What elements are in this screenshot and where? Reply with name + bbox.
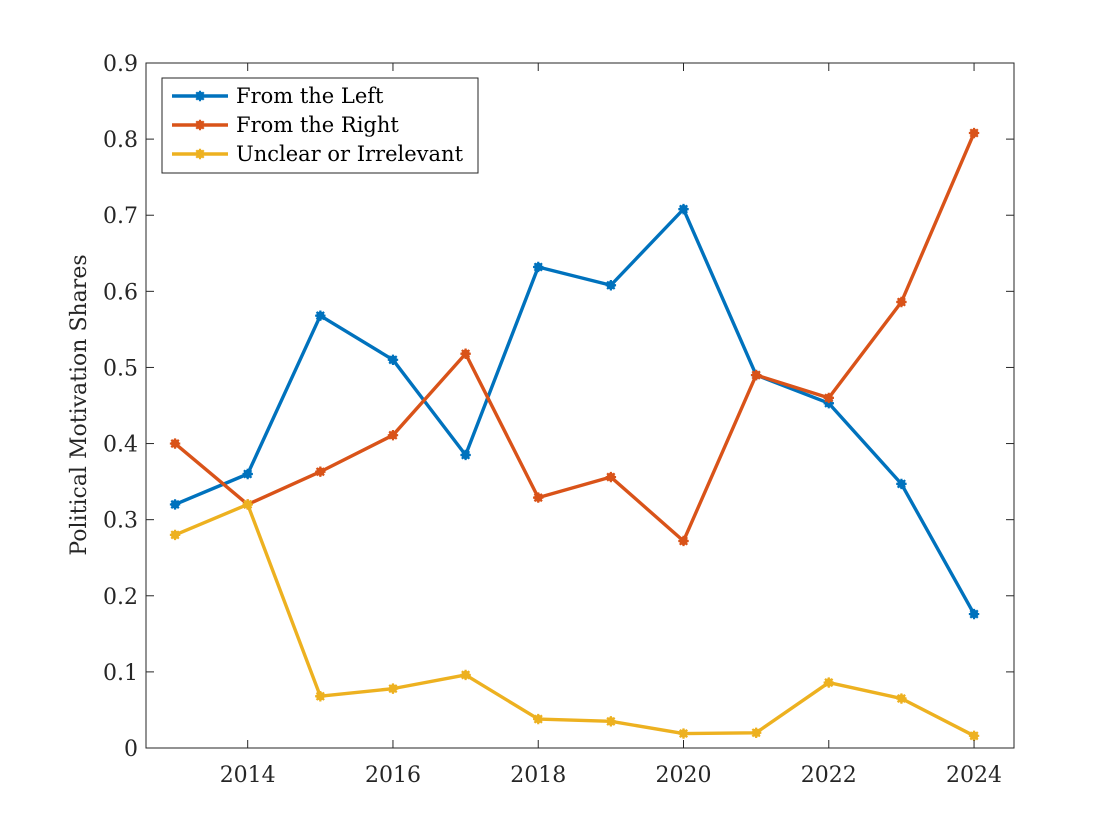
data-point bbox=[169, 529, 181, 541]
data-point bbox=[387, 683, 399, 694]
data-point bbox=[896, 478, 907, 490]
data-point bbox=[823, 677, 834, 688]
legend-label: From the Left bbox=[236, 84, 384, 108]
x-tick-label: 2022 bbox=[801, 763, 857, 788]
legend-marker bbox=[194, 148, 206, 160]
legend-label: Unclear or Irrelevant bbox=[236, 142, 464, 166]
y-tick-label: 0.4 bbox=[103, 433, 138, 458]
y-tick-label: 0.8 bbox=[103, 128, 138, 153]
y-tick-label: 0.1 bbox=[103, 661, 138, 686]
data-point bbox=[242, 468, 253, 480]
data-point bbox=[387, 354, 399, 366]
data-point bbox=[968, 730, 980, 742]
data-point bbox=[315, 466, 326, 477]
data-point bbox=[678, 535, 689, 547]
data-point bbox=[169, 438, 181, 449]
data-point bbox=[968, 127, 980, 139]
legend: From the Left From the Right Unclear or Ir… bbox=[161, 77, 479, 174]
data-point bbox=[605, 280, 617, 291]
y-tick-label: 0.9 bbox=[103, 52, 138, 77]
data-point bbox=[968, 608, 980, 620]
plot-area bbox=[145, 62, 1015, 749]
data-point bbox=[533, 713, 544, 725]
y-tick-label: 0.7 bbox=[103, 204, 138, 229]
series-unclear-or-irrelevant bbox=[169, 499, 980, 742]
legend-box bbox=[161, 77, 479, 174]
legend-item: Unclear or Irrelevant bbox=[172, 142, 464, 166]
x-tick-label: 2024 bbox=[946, 763, 1002, 788]
x-tick-label: 2020 bbox=[656, 763, 712, 788]
data-point bbox=[678, 728, 689, 739]
data-point bbox=[169, 499, 181, 510]
y-tick-label: 0.2 bbox=[103, 585, 138, 610]
y-axis-label: Political Motivation Shares bbox=[67, 254, 92, 555]
x-tick-label: 2014 bbox=[220, 763, 276, 788]
legend-item: From the Left bbox=[172, 84, 384, 108]
data-point bbox=[750, 369, 762, 381]
data-point bbox=[533, 492, 544, 503]
data-point bbox=[460, 669, 471, 681]
x-tick-label: 2016 bbox=[365, 763, 421, 788]
data-point bbox=[678, 203, 689, 215]
data-point bbox=[242, 499, 253, 510]
legend-item: From the Right bbox=[172, 113, 399, 137]
data-point bbox=[605, 471, 617, 483]
series-line bbox=[173, 132, 976, 543]
data-point bbox=[750, 727, 762, 738]
legend-label: From the Right bbox=[236, 113, 399, 137]
series-from-the-left bbox=[169, 203, 980, 620]
data-point bbox=[460, 348, 471, 359]
y-tick-label: 0.6 bbox=[103, 280, 138, 305]
legend-marker bbox=[194, 119, 206, 131]
data-point bbox=[823, 392, 834, 404]
y-tick-label: 0 bbox=[124, 737, 138, 762]
y-tick-label: 0.5 bbox=[103, 356, 138, 381]
series-line bbox=[174, 502, 975, 738]
data-point bbox=[460, 449, 471, 461]
data-point bbox=[896, 296, 907, 308]
data-point bbox=[315, 691, 326, 702]
series-layer bbox=[169, 127, 980, 742]
data-point bbox=[605, 716, 617, 727]
data-point bbox=[896, 693, 907, 704]
data-point bbox=[533, 261, 544, 273]
axis-layer: 0 0.1 0.2 0.3 0.4 0.5 0.6 0.7 0.8 0.9 2014 2016 2018… bbox=[103, 52, 1014, 788]
data-point bbox=[315, 310, 326, 321]
x-tick-label: 2018 bbox=[510, 763, 566, 788]
legend-marker bbox=[194, 90, 206, 102]
series-line bbox=[174, 207, 976, 615]
y-tick-label: 0.3 bbox=[103, 509, 138, 534]
data-point bbox=[387, 429, 399, 441]
